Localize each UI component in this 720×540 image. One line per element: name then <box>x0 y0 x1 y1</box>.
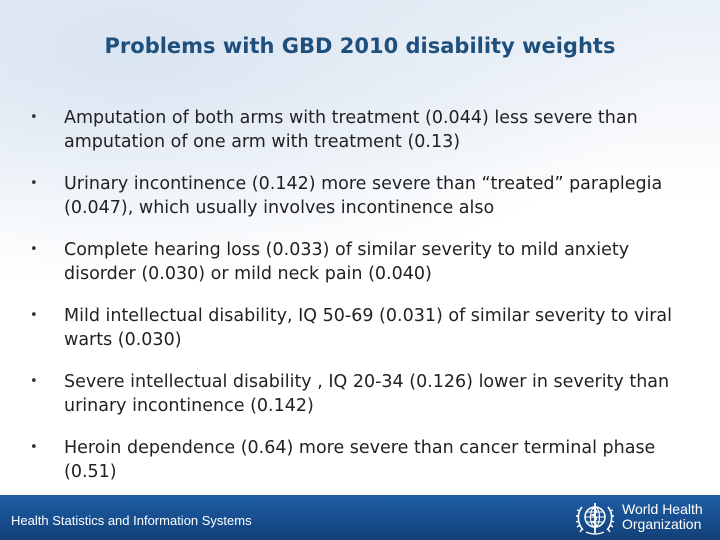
bullet-marker: • <box>30 374 38 389</box>
bullet-marker: • <box>30 440 38 455</box>
bullet-item: • Amputation of both arms with treatment… <box>28 106 688 154</box>
bullet-item: • Urinary incontinence (0.142) more seve… <box>28 172 688 220</box>
bullet-text: Severe intellectual disability , IQ 20-3… <box>64 372 670 416</box>
bullet-list: • Amputation of both arms with treatment… <box>28 106 688 502</box>
bullet-text: Complete hearing loss (0.033) of similar… <box>64 240 630 284</box>
bullet-item: • Heroin dependence (0.64) more severe t… <box>28 436 688 484</box>
footer-text: Health Statistics and Information System… <box>11 513 252 528</box>
who-logo-text: World Health Organization <box>622 502 703 532</box>
bullet-text: Heroin dependence (0.64) more severe tha… <box>64 438 656 482</box>
bullet-item: • Complete hearing loss (0.033) of simil… <box>28 238 688 286</box>
who-logo-line1: World Health <box>622 501 703 517</box>
footer-bar: Health Statistics and Information System… <box>0 495 720 540</box>
bullet-marker: • <box>30 176 38 191</box>
bullet-text: Amputation of both arms with treatment (… <box>64 108 638 152</box>
bullet-text: Mild intellectual disability, IQ 50-69 (… <box>64 306 673 350</box>
bullet-item: • Mild intellectual disability, IQ 50-69… <box>28 304 688 352</box>
bullet-item: • Severe intellectual disability , IQ 20… <box>28 370 688 418</box>
slide-title: Problems with GBD 2010 disability weight… <box>104 34 616 58</box>
bullet-text: Urinary incontinence (0.142) more severe… <box>64 174 663 218</box>
bullet-marker: • <box>30 308 38 323</box>
who-emblem-icon <box>575 503 615 535</box>
bullet-marker: • <box>30 242 38 257</box>
bullet-marker: • <box>30 110 38 125</box>
who-logo-line2: Organization <box>622 516 702 532</box>
